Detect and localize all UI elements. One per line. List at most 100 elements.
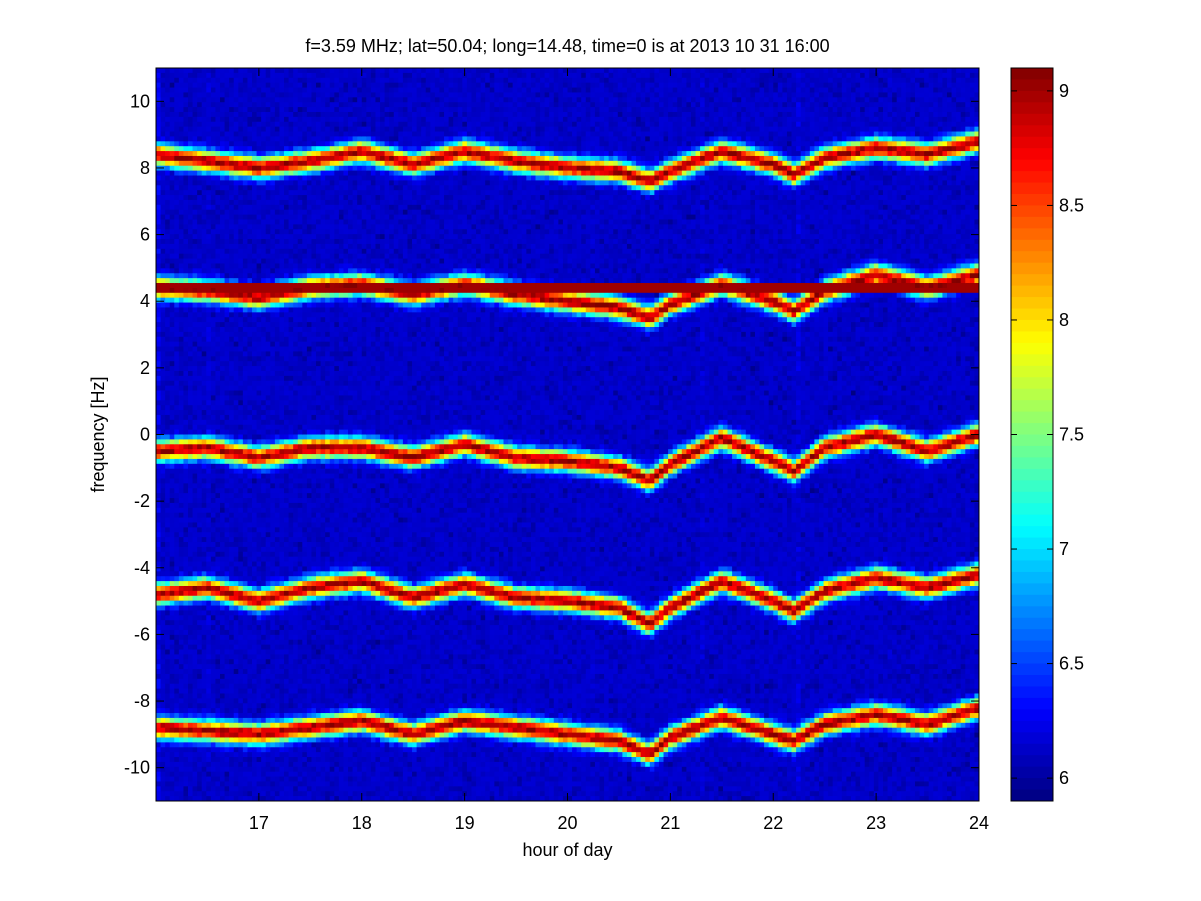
heatmap-cell [183, 674, 188, 679]
heatmap-cell [161, 454, 166, 459]
heatmap-cell [161, 654, 166, 659]
heatmap-cell [179, 371, 184, 376]
heatmap-cell [161, 425, 166, 430]
heatmap-cell [170, 488, 175, 493]
heatmap-cell [179, 102, 184, 107]
heatmap-cell [197, 478, 202, 483]
heatmap-cell [156, 420, 161, 425]
heatmap-cell [188, 190, 193, 195]
heatmap-cell [165, 420, 170, 425]
heatmap-cell [188, 474, 193, 479]
heatmap-cell [165, 322, 170, 327]
heatmap-cell [193, 684, 198, 689]
heatmap-cell [156, 171, 161, 176]
heatmap-cell [165, 400, 170, 405]
heatmap-cell [179, 777, 184, 782]
heatmap-cell [165, 244, 170, 249]
heatmap-cell [170, 684, 175, 689]
heatmap-cell [174, 395, 179, 400]
heatmap-cell [179, 464, 184, 469]
heatmap-cell [193, 97, 198, 102]
heatmap-cell [197, 459, 202, 464]
heatmap-cell [174, 239, 179, 244]
heatmap-cell [179, 620, 184, 625]
heatmap-cell [179, 562, 184, 567]
heatmap-cell [165, 190, 170, 195]
heatmap-cell [174, 97, 179, 102]
heatmap-cell [197, 679, 202, 684]
heatmap-cell [193, 693, 198, 698]
heatmap-cell [197, 141, 202, 146]
heatmap-cell [174, 141, 179, 146]
heatmap-cell [156, 83, 161, 88]
heatmap-cell [179, 395, 184, 400]
heatmap-cell [170, 791, 175, 796]
heatmap-cell [193, 674, 198, 679]
heatmap-cell [165, 224, 170, 229]
heatmap-cell [197, 713, 202, 718]
heatmap-cell [193, 537, 198, 542]
heatmap-cell [202, 151, 207, 156]
heatmap-cell [174, 425, 179, 430]
heatmap-cell [183, 684, 188, 689]
heatmap-cell [197, 244, 202, 249]
heatmap-cell [197, 464, 202, 469]
heatmap-cell [156, 332, 161, 337]
heatmap-cell [156, 400, 161, 405]
heatmap-cell [193, 777, 198, 782]
heatmap-cell [183, 254, 188, 259]
heatmap-cell [197, 654, 202, 659]
heatmap-cell [170, 112, 175, 117]
heatmap-cell [197, 122, 202, 127]
heatmap-cell [197, 293, 202, 298]
heatmap-cell [165, 435, 170, 440]
heatmap-cell [202, 464, 207, 469]
heatmap-cell [165, 703, 170, 708]
heatmap-cell [197, 684, 202, 689]
heatmap-cell [156, 381, 161, 386]
heatmap-cell [179, 444, 184, 449]
heatmap-cell [179, 312, 184, 317]
heatmap-cell [170, 601, 175, 606]
heatmap-cell [165, 376, 170, 381]
heatmap-cell [174, 791, 179, 796]
heatmap-cell [183, 459, 188, 464]
heatmap-cell [165, 273, 170, 278]
heatmap-cell [156, 317, 161, 322]
heatmap-cell [174, 337, 179, 342]
heatmap-cell [188, 488, 193, 493]
heatmap-cell [188, 376, 193, 381]
heatmap-cell [174, 307, 179, 312]
heatmap-cell [161, 664, 166, 669]
heatmap-cell [188, 693, 193, 698]
heatmap-cell [179, 415, 184, 420]
heatmap-cell [156, 469, 161, 474]
heatmap-cell [156, 78, 161, 83]
heatmap-cell [165, 645, 170, 650]
heatmap-cell [170, 386, 175, 391]
heatmap-cell [193, 640, 198, 645]
heatmap-cell [156, 654, 161, 659]
heatmap-cell [165, 713, 170, 718]
plot-area [156, 68, 979, 801]
heatmap-cell [174, 513, 179, 518]
heatmap-cell [170, 630, 175, 635]
heatmap-cell [156, 283, 161, 288]
heatmap-cell [161, 459, 166, 464]
heatmap-cell [179, 161, 184, 166]
heatmap-cell [193, 566, 198, 571]
heatmap-cell [179, 298, 184, 303]
heatmap-cell [165, 786, 170, 791]
heatmap-cell [156, 527, 161, 532]
heatmap-cell [161, 224, 166, 229]
heatmap-cell [170, 127, 175, 132]
heatmap-cell [170, 449, 175, 454]
heatmap-cell [188, 454, 193, 459]
heatmap-cell [161, 395, 166, 400]
heatmap-cell [165, 596, 170, 601]
heatmap-cell [183, 141, 188, 146]
heatmap-cell [170, 444, 175, 449]
heatmap-cell [197, 503, 202, 508]
heatmap-cell [179, 263, 184, 268]
heatmap-cell [170, 615, 175, 620]
